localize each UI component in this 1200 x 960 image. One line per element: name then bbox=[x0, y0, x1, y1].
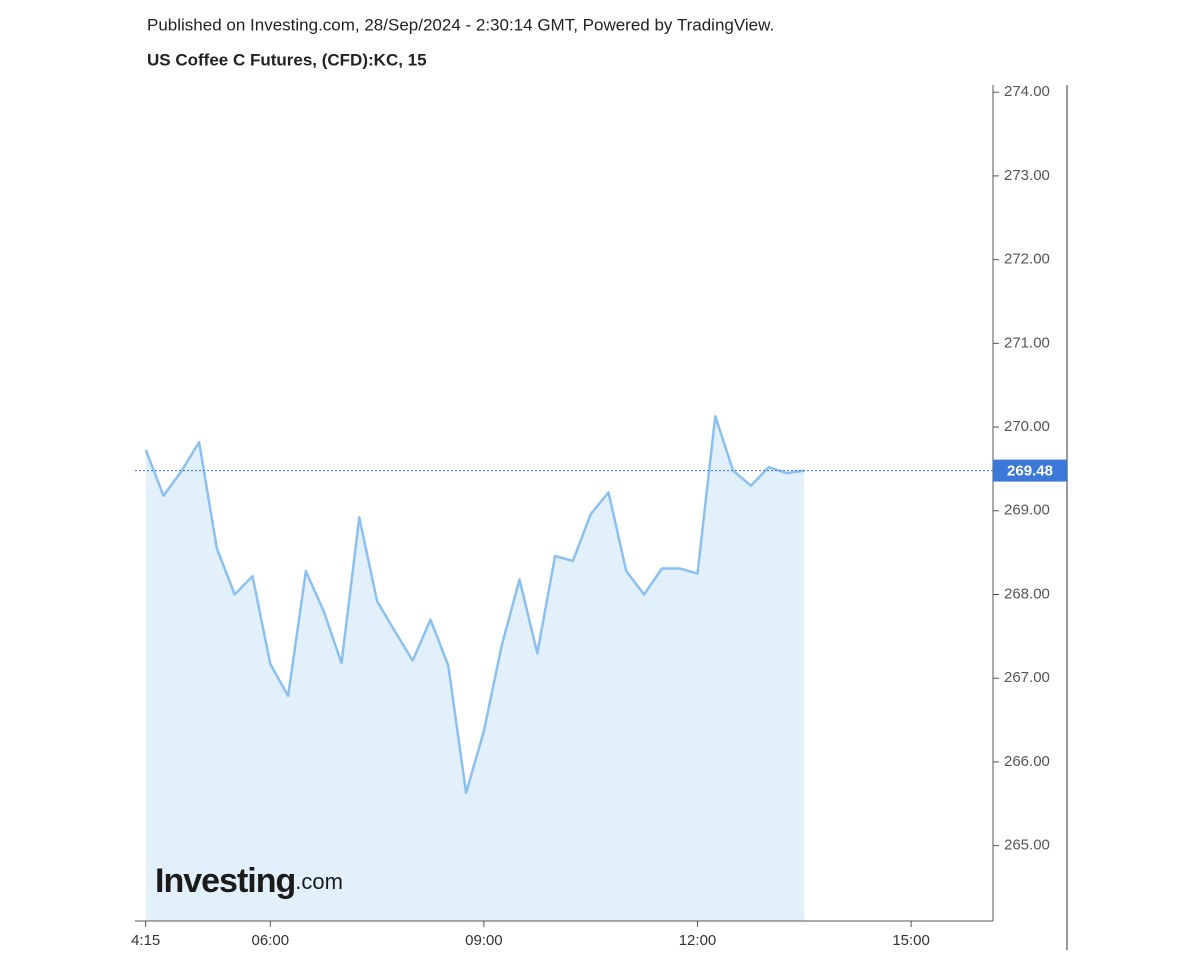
watermark-suffix: .com bbox=[295, 869, 343, 894]
x-tick-label: 06:00 bbox=[252, 932, 290, 949]
x-tick-label: 09:00 bbox=[465, 932, 503, 949]
y-tick-label: 265.00 bbox=[1004, 837, 1050, 854]
last-price-label: 269.48 bbox=[1007, 463, 1053, 480]
x-tick-label: 4:15 bbox=[131, 932, 160, 949]
y-tick-label: 269.00 bbox=[1004, 502, 1050, 519]
x-tick-label: 15:00 bbox=[892, 932, 930, 949]
watermark-main: Investing bbox=[155, 862, 295, 900]
y-tick-label: 270.00 bbox=[1004, 418, 1050, 435]
y-tick-label: 267.00 bbox=[1004, 669, 1050, 686]
area bbox=[145, 416, 805, 921]
y-tick-label: 273.00 bbox=[1004, 167, 1050, 184]
y-tick-label: 271.00 bbox=[1004, 334, 1050, 351]
y-tick-label: 272.00 bbox=[1004, 251, 1050, 268]
watermark: Investing.com bbox=[155, 862, 343, 900]
x-tick-label: 12:00 bbox=[679, 932, 717, 949]
y-tick-label: 266.00 bbox=[1004, 753, 1050, 770]
chart-title: US Coffee C Futures, (CFD):KC, 15 bbox=[147, 50, 427, 69]
line bbox=[144, 414, 805, 795]
last-price-box bbox=[993, 459, 1067, 482]
chart-header: Published on Investing.com, 28/Sep/2024 … bbox=[147, 15, 774, 34]
y-tick-label: 268.00 bbox=[1004, 585, 1050, 602]
y-tick-label: 274.00 bbox=[1004, 83, 1050, 100]
